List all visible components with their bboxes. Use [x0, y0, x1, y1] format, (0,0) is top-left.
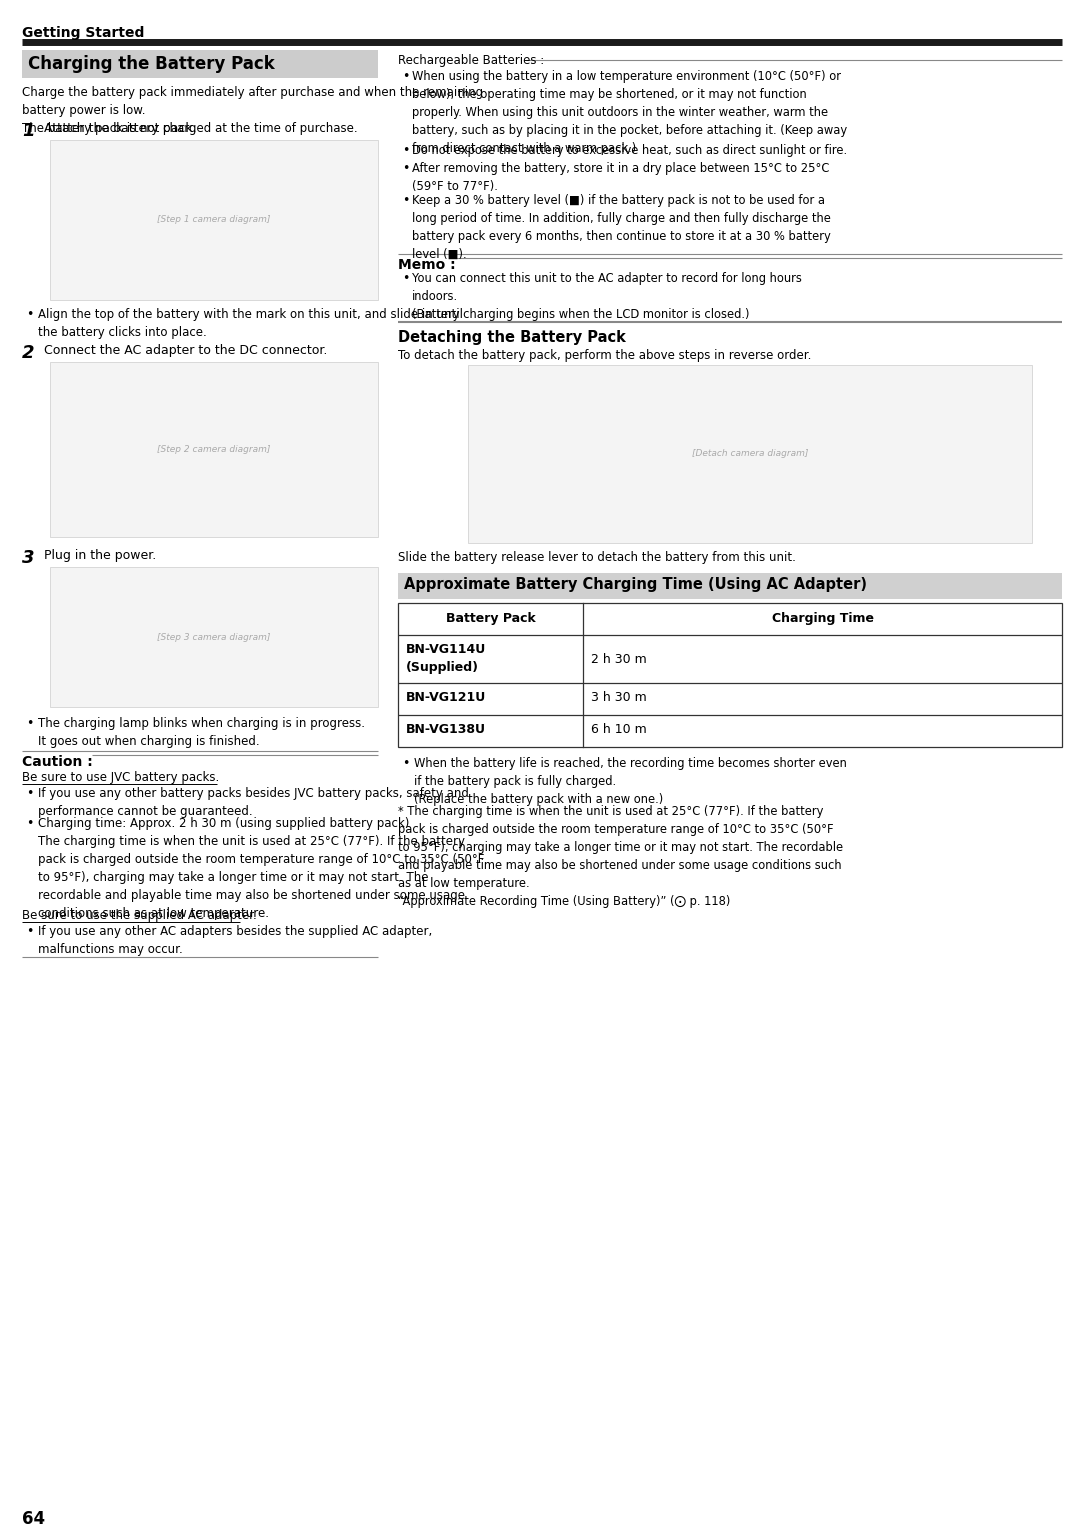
Text: Charging the Battery Pack: Charging the Battery Pack	[28, 55, 274, 73]
Text: Do not expose the battery to excessive heat, such as direct sunlight or fire.: Do not expose the battery to excessive h…	[411, 144, 847, 157]
Text: * The charging time is when the unit is used at 25°C (77°F). If the battery
pack: * The charging time is when the unit is …	[399, 805, 843, 909]
Bar	[399, 573, 1062, 599]
Text: Attach the battery pack.: Attach the battery pack.	[44, 122, 197, 134]
Text: Be sure to use JVC battery packs.: Be sure to use JVC battery packs.	[22, 771, 219, 783]
Text: •: •	[402, 144, 409, 157]
Text: The charging lamp blinks when charging is in progress.
It goes out when charging: The charging lamp blinks when charging i…	[38, 718, 365, 748]
Bar	[50, 567, 378, 707]
Text: BN-VG138U: BN-VG138U	[406, 722, 486, 736]
Text: 1: 1	[22, 122, 35, 140]
Text: 2 h 30 m: 2 h 30 m	[591, 654, 647, 666]
Text: [Step 1 camera diagram]: [Step 1 camera diagram]	[158, 215, 271, 224]
Text: •: •	[402, 272, 409, 286]
Text: Rechargeable Batteries :: Rechargeable Batteries :	[399, 53, 544, 67]
Text: Detaching the Battery Pack: Detaching the Battery Pack	[399, 330, 626, 345]
Text: Charging time: Approx. 2 h 30 m (using supplied battery pack)
The charging time : Charging time: Approx. 2 h 30 m (using s…	[38, 817, 484, 919]
Text: •: •	[26, 817, 33, 831]
Text: •: •	[26, 308, 33, 321]
Text: If you use any other battery packs besides JVC battery packs, safety and
perform: If you use any other battery packs besid…	[38, 786, 469, 818]
Text: Memo :: Memo :	[399, 258, 456, 272]
Text: When using the battery in a low temperature environment (10°C (50°F) or
below), : When using the battery in a low temperat…	[411, 70, 847, 156]
Text: 64: 64	[22, 1510, 45, 1527]
Text: [Step 2 camera diagram]: [Step 2 camera diagram]	[158, 444, 271, 454]
Text: 3 h 30 m: 3 h 30 m	[591, 692, 647, 704]
Text: •: •	[26, 786, 33, 800]
Text: Keep a 30 % battery level (■) if the battery pack is not to be used for a
long p: Keep a 30 % battery level (■) if the bat…	[411, 194, 831, 261]
Text: Battery Pack: Battery Pack	[446, 612, 536, 625]
Text: You can connect this unit to the AC adapter to record for long hours
indoors.
(B: You can connect this unit to the AC adap…	[411, 272, 801, 321]
Bar	[399, 603, 1062, 747]
Text: Caution :: Caution :	[22, 754, 93, 770]
Text: 2: 2	[22, 344, 35, 362]
Text: Plug in the power.: Plug in the power.	[44, 550, 157, 562]
Text: After removing the battery, store it in a dry place between 15°C to 25°C
(59°F t: After removing the battery, store it in …	[411, 162, 829, 192]
Text: •: •	[402, 162, 409, 176]
Text: •: •	[26, 925, 33, 938]
Text: Connect the AC adapter to the DC connector.: Connect the AC adapter to the DC connect…	[44, 344, 327, 357]
Bar	[50, 362, 378, 538]
Text: If you use any other AC adapters besides the supplied AC adapter,
malfunctions m: If you use any other AC adapters besides…	[38, 925, 432, 956]
Text: When the battery life is reached, the recording time becomes shorter even
if the: When the battery life is reached, the re…	[414, 757, 847, 806]
Text: Slide the battery release lever to detach the battery from this unit.: Slide the battery release lever to detac…	[399, 551, 796, 563]
Text: •: •	[402, 757, 409, 770]
Text: •: •	[402, 194, 409, 208]
Text: Align the top of the battery with the mark on this unit, and slide in until
the : Align the top of the battery with the ma…	[38, 308, 463, 339]
Text: 3: 3	[22, 550, 35, 567]
Text: BN-VG121U: BN-VG121U	[406, 692, 486, 704]
Bar	[22, 50, 378, 78]
Text: BN-VG114U
(Supplied): BN-VG114U (Supplied)	[406, 643, 486, 673]
Text: Charge the battery pack immediately after purchase and when the remaining
batter: Charge the battery pack immediately afte…	[22, 86, 483, 134]
Text: Be sure to use the supplied AC adapter.: Be sure to use the supplied AC adapter.	[22, 909, 257, 922]
Text: •: •	[402, 70, 409, 82]
Text: To detach the battery pack, perform the above steps in reverse order.: To detach the battery pack, perform the …	[399, 350, 811, 362]
Text: •: •	[26, 718, 33, 730]
Bar	[468, 365, 1032, 544]
Text: [Step 3 camera diagram]: [Step 3 camera diagram]	[158, 632, 271, 641]
Text: Approximate Battery Charging Time (Using AC Adapter): Approximate Battery Charging Time (Using…	[404, 577, 867, 592]
Text: 6 h 10 m: 6 h 10 m	[591, 722, 647, 736]
Bar	[50, 140, 378, 299]
Text: Charging Time: Charging Time	[771, 612, 874, 625]
Text: Getting Started: Getting Started	[22, 26, 145, 40]
Text: [Detach camera diagram]: [Detach camera diagram]	[692, 449, 808, 458]
